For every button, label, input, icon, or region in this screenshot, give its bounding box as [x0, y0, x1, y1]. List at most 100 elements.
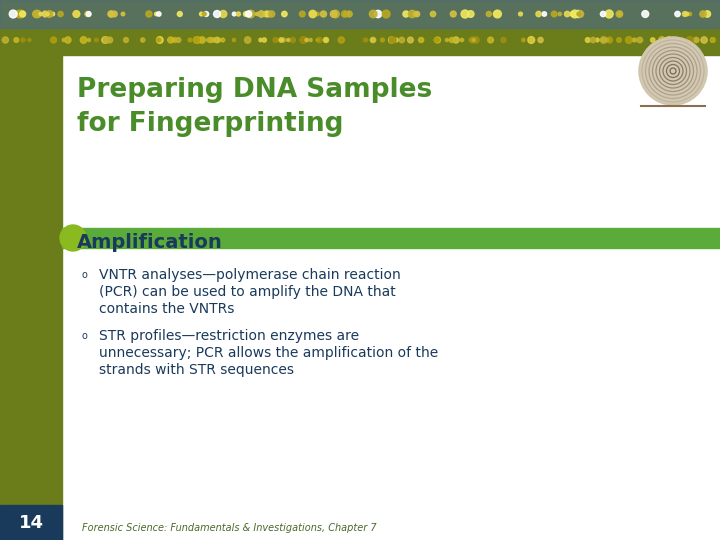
- Circle shape: [467, 11, 474, 17]
- Circle shape: [198, 37, 204, 43]
- Circle shape: [449, 37, 454, 43]
- Circle shape: [639, 37, 707, 105]
- Circle shape: [245, 37, 251, 43]
- Circle shape: [210, 38, 215, 43]
- Circle shape: [124, 38, 128, 43]
- Circle shape: [199, 37, 205, 43]
- Circle shape: [140, 38, 145, 42]
- Circle shape: [233, 12, 236, 16]
- Circle shape: [258, 11, 264, 17]
- Circle shape: [174, 38, 176, 42]
- Circle shape: [453, 37, 459, 43]
- Circle shape: [73, 11, 80, 17]
- Circle shape: [324, 38, 328, 42]
- Circle shape: [701, 37, 707, 43]
- Circle shape: [605, 38, 608, 42]
- Circle shape: [370, 38, 374, 42]
- Circle shape: [436, 38, 439, 42]
- Circle shape: [263, 12, 266, 16]
- Circle shape: [246, 11, 252, 17]
- Circle shape: [279, 38, 283, 42]
- Circle shape: [473, 37, 479, 43]
- Circle shape: [395, 38, 398, 42]
- Circle shape: [693, 37, 699, 43]
- Circle shape: [595, 38, 599, 42]
- Circle shape: [343, 12, 348, 16]
- Text: Preparing DNA Samples: Preparing DNA Samples: [77, 77, 432, 103]
- Circle shape: [34, 10, 41, 18]
- Circle shape: [17, 10, 25, 18]
- Circle shape: [14, 38, 19, 42]
- Circle shape: [472, 38, 475, 42]
- Circle shape: [156, 37, 163, 43]
- Circle shape: [262, 38, 266, 42]
- Circle shape: [487, 37, 493, 43]
- Circle shape: [199, 12, 203, 16]
- Circle shape: [108, 11, 114, 17]
- Circle shape: [177, 11, 182, 17]
- Text: Amplification: Amplification: [77, 233, 222, 252]
- Circle shape: [686, 37, 693, 43]
- Circle shape: [193, 37, 199, 43]
- Circle shape: [695, 38, 698, 42]
- Circle shape: [50, 37, 56, 43]
- Circle shape: [39, 12, 42, 16]
- Circle shape: [217, 38, 221, 42]
- Circle shape: [536, 11, 541, 17]
- Circle shape: [221, 38, 225, 42]
- Circle shape: [575, 12, 579, 16]
- Circle shape: [632, 38, 635, 42]
- Circle shape: [46, 11, 53, 17]
- Circle shape: [450, 11, 456, 17]
- Circle shape: [233, 38, 235, 42]
- Circle shape: [651, 38, 655, 42]
- Circle shape: [558, 12, 562, 16]
- Circle shape: [633, 38, 636, 42]
- Bar: [0, 0, 720, 28]
- Circle shape: [194, 38, 198, 42]
- Circle shape: [80, 37, 87, 43]
- Circle shape: [601, 38, 605, 42]
- Circle shape: [369, 10, 377, 18]
- Circle shape: [156, 12, 161, 16]
- Circle shape: [16, 10, 23, 18]
- Circle shape: [521, 38, 525, 42]
- Circle shape: [605, 10, 613, 18]
- Circle shape: [577, 12, 581, 16]
- Circle shape: [317, 37, 323, 43]
- Circle shape: [346, 11, 352, 17]
- Circle shape: [86, 11, 91, 17]
- Circle shape: [266, 11, 271, 17]
- Circle shape: [172, 37, 177, 43]
- Circle shape: [683, 11, 688, 16]
- Circle shape: [273, 38, 278, 43]
- Circle shape: [103, 37, 109, 43]
- Circle shape: [157, 38, 161, 42]
- Circle shape: [403, 11, 409, 17]
- Circle shape: [102, 37, 108, 43]
- Circle shape: [431, 11, 436, 17]
- Circle shape: [220, 10, 227, 17]
- Circle shape: [65, 37, 71, 43]
- Circle shape: [501, 37, 506, 43]
- Circle shape: [700, 11, 706, 17]
- Circle shape: [258, 38, 262, 42]
- Circle shape: [389, 37, 395, 43]
- Circle shape: [590, 37, 595, 43]
- Circle shape: [188, 38, 192, 42]
- Circle shape: [204, 11, 209, 16]
- Circle shape: [577, 11, 584, 17]
- Circle shape: [194, 38, 197, 42]
- Circle shape: [711, 38, 715, 42]
- Circle shape: [607, 37, 613, 43]
- Circle shape: [73, 11, 78, 17]
- Circle shape: [46, 12, 49, 16]
- Circle shape: [282, 11, 287, 17]
- Circle shape: [486, 11, 491, 17]
- Circle shape: [207, 38, 210, 42]
- Circle shape: [300, 37, 307, 43]
- Circle shape: [469, 37, 475, 43]
- Circle shape: [665, 37, 672, 43]
- Circle shape: [330, 11, 337, 17]
- Circle shape: [382, 10, 390, 18]
